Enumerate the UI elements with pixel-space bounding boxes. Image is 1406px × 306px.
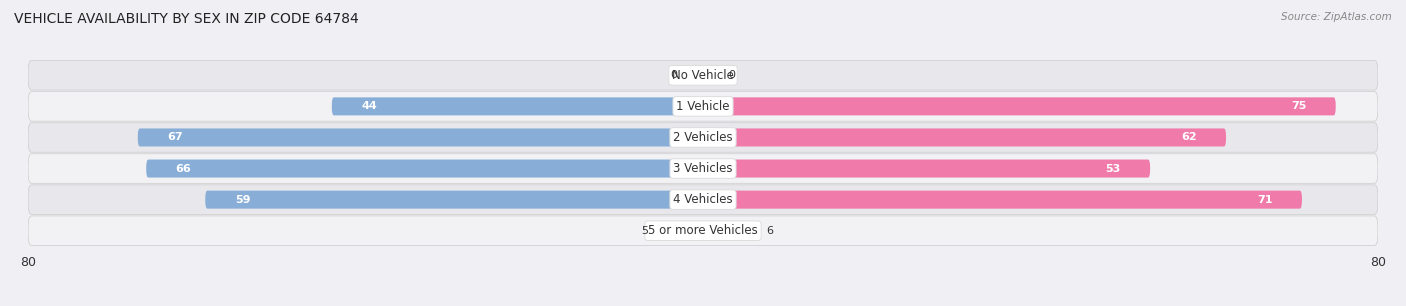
- Text: 0: 0: [728, 70, 735, 80]
- Text: 2 Vehicles: 2 Vehicles: [673, 131, 733, 144]
- FancyBboxPatch shape: [28, 185, 1378, 215]
- Text: 5 or more Vehicles: 5 or more Vehicles: [648, 224, 758, 237]
- Text: 5: 5: [641, 226, 648, 236]
- FancyBboxPatch shape: [138, 129, 703, 147]
- FancyBboxPatch shape: [661, 222, 703, 240]
- Text: 0: 0: [671, 70, 678, 80]
- FancyBboxPatch shape: [703, 129, 1226, 147]
- FancyBboxPatch shape: [28, 91, 1378, 121]
- Text: 62: 62: [1181, 132, 1197, 143]
- FancyBboxPatch shape: [332, 97, 703, 115]
- Text: 67: 67: [167, 132, 183, 143]
- FancyBboxPatch shape: [28, 123, 1378, 152]
- FancyBboxPatch shape: [28, 154, 1378, 183]
- Text: 6: 6: [766, 226, 773, 236]
- FancyBboxPatch shape: [703, 159, 1150, 177]
- Text: VEHICLE AVAILABILITY BY SEX IN ZIP CODE 64784: VEHICLE AVAILABILITY BY SEX IN ZIP CODE …: [14, 12, 359, 26]
- Text: Source: ZipAtlas.com: Source: ZipAtlas.com: [1281, 12, 1392, 22]
- FancyBboxPatch shape: [703, 222, 754, 240]
- FancyBboxPatch shape: [703, 97, 1336, 115]
- FancyBboxPatch shape: [205, 191, 703, 209]
- Text: 3 Vehicles: 3 Vehicles: [673, 162, 733, 175]
- Text: 44: 44: [361, 101, 377, 111]
- FancyBboxPatch shape: [703, 191, 1302, 209]
- Text: 71: 71: [1257, 195, 1272, 205]
- Text: 75: 75: [1291, 101, 1306, 111]
- Text: 53: 53: [1105, 163, 1121, 174]
- FancyBboxPatch shape: [28, 216, 1378, 245]
- FancyBboxPatch shape: [28, 61, 1378, 90]
- FancyBboxPatch shape: [146, 159, 703, 177]
- Text: 4 Vehicles: 4 Vehicles: [673, 193, 733, 206]
- Text: 1 Vehicle: 1 Vehicle: [676, 100, 730, 113]
- Text: No Vehicle: No Vehicle: [672, 69, 734, 82]
- Text: 59: 59: [235, 195, 250, 205]
- Text: 66: 66: [176, 163, 191, 174]
